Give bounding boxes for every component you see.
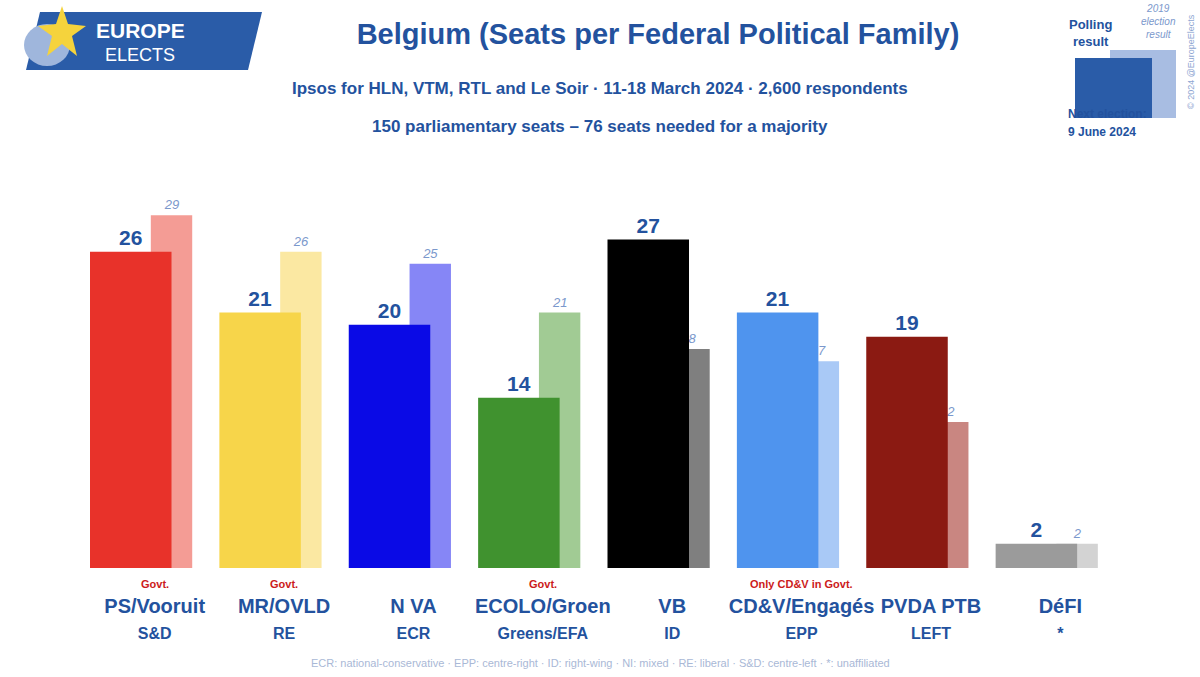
- svg-text:Govt.: Govt.: [270, 578, 298, 590]
- svg-text:Belgium (Seats per Federal Pol: Belgium (Seats per Federal Political Fam…: [357, 18, 960, 50]
- svg-text:EUROPE: EUROPE: [96, 19, 185, 42]
- svg-text:17: 17: [811, 343, 826, 358]
- svg-text:ECOLO/GroenGreens/EFA: ECOLO/GroenGreens/EFA: [475, 595, 611, 642]
- svg-text:27: 27: [637, 214, 660, 237]
- svg-text:CD&V/EngagésEPP: CD&V/EngagésEPP: [729, 595, 875, 642]
- svg-text:Pollingresult: Pollingresult: [1069, 17, 1112, 49]
- svg-text:© 2024 @EuropeElects: © 2024 @EuropeElects: [1186, 14, 1196, 109]
- svg-text:21: 21: [248, 287, 272, 310]
- svg-text:21: 21: [766, 287, 790, 310]
- svg-text:PVDA PTBLEFT: PVDA PTBLEFT: [881, 595, 981, 642]
- svg-text:12: 12: [940, 404, 955, 419]
- svg-text:19: 19: [895, 311, 918, 334]
- svg-text:9 June 2024: 9 June 2024: [1068, 125, 1136, 139]
- svg-text:150 parliamentary seats – 76 s: 150 parliamentary seats – 76 seats neede…: [372, 117, 828, 136]
- svg-text:14: 14: [507, 372, 531, 395]
- svg-text:2: 2: [1073, 526, 1082, 541]
- svg-text:ELECTS: ELECTS: [105, 45, 175, 65]
- svg-text:21: 21: [552, 295, 567, 310]
- svg-text:DéFI*: DéFI*: [1039, 595, 1082, 642]
- svg-text:2019electionresult: 2019electionresult: [1141, 3, 1176, 40]
- svg-text:Govt.: Govt.: [529, 578, 557, 590]
- svg-text:N VAECR: N VAECR: [390, 595, 436, 642]
- svg-text:PS/VooruitS&D: PS/VooruitS&D: [104, 595, 205, 642]
- svg-text:Next election:: Next election:: [1068, 107, 1147, 121]
- svg-text:Only CD&V in Govt.: Only CD&V in Govt.: [750, 578, 853, 590]
- svg-text:ECR: national-conservative · E: ECR: national-conservative · EPP: centre…: [311, 657, 890, 669]
- svg-text:VBID: VBID: [658, 595, 686, 642]
- svg-text:25: 25: [422, 246, 438, 261]
- svg-text:26: 26: [293, 234, 309, 249]
- svg-text:26: 26: [119, 226, 142, 249]
- svg-text:20: 20: [378, 299, 401, 322]
- svg-text:18: 18: [681, 331, 696, 346]
- svg-text:2: 2: [1031, 518, 1043, 541]
- svg-text:Ipsos for HLN, VTM, RTL and Le: Ipsos for HLN, VTM, RTL and Le Soir · 11…: [292, 79, 908, 98]
- svg-text:29: 29: [164, 197, 179, 212]
- svg-text:Govt.: Govt.: [141, 578, 169, 590]
- svg-text:MR/OVLDRE: MR/OVLDRE: [238, 595, 330, 642]
